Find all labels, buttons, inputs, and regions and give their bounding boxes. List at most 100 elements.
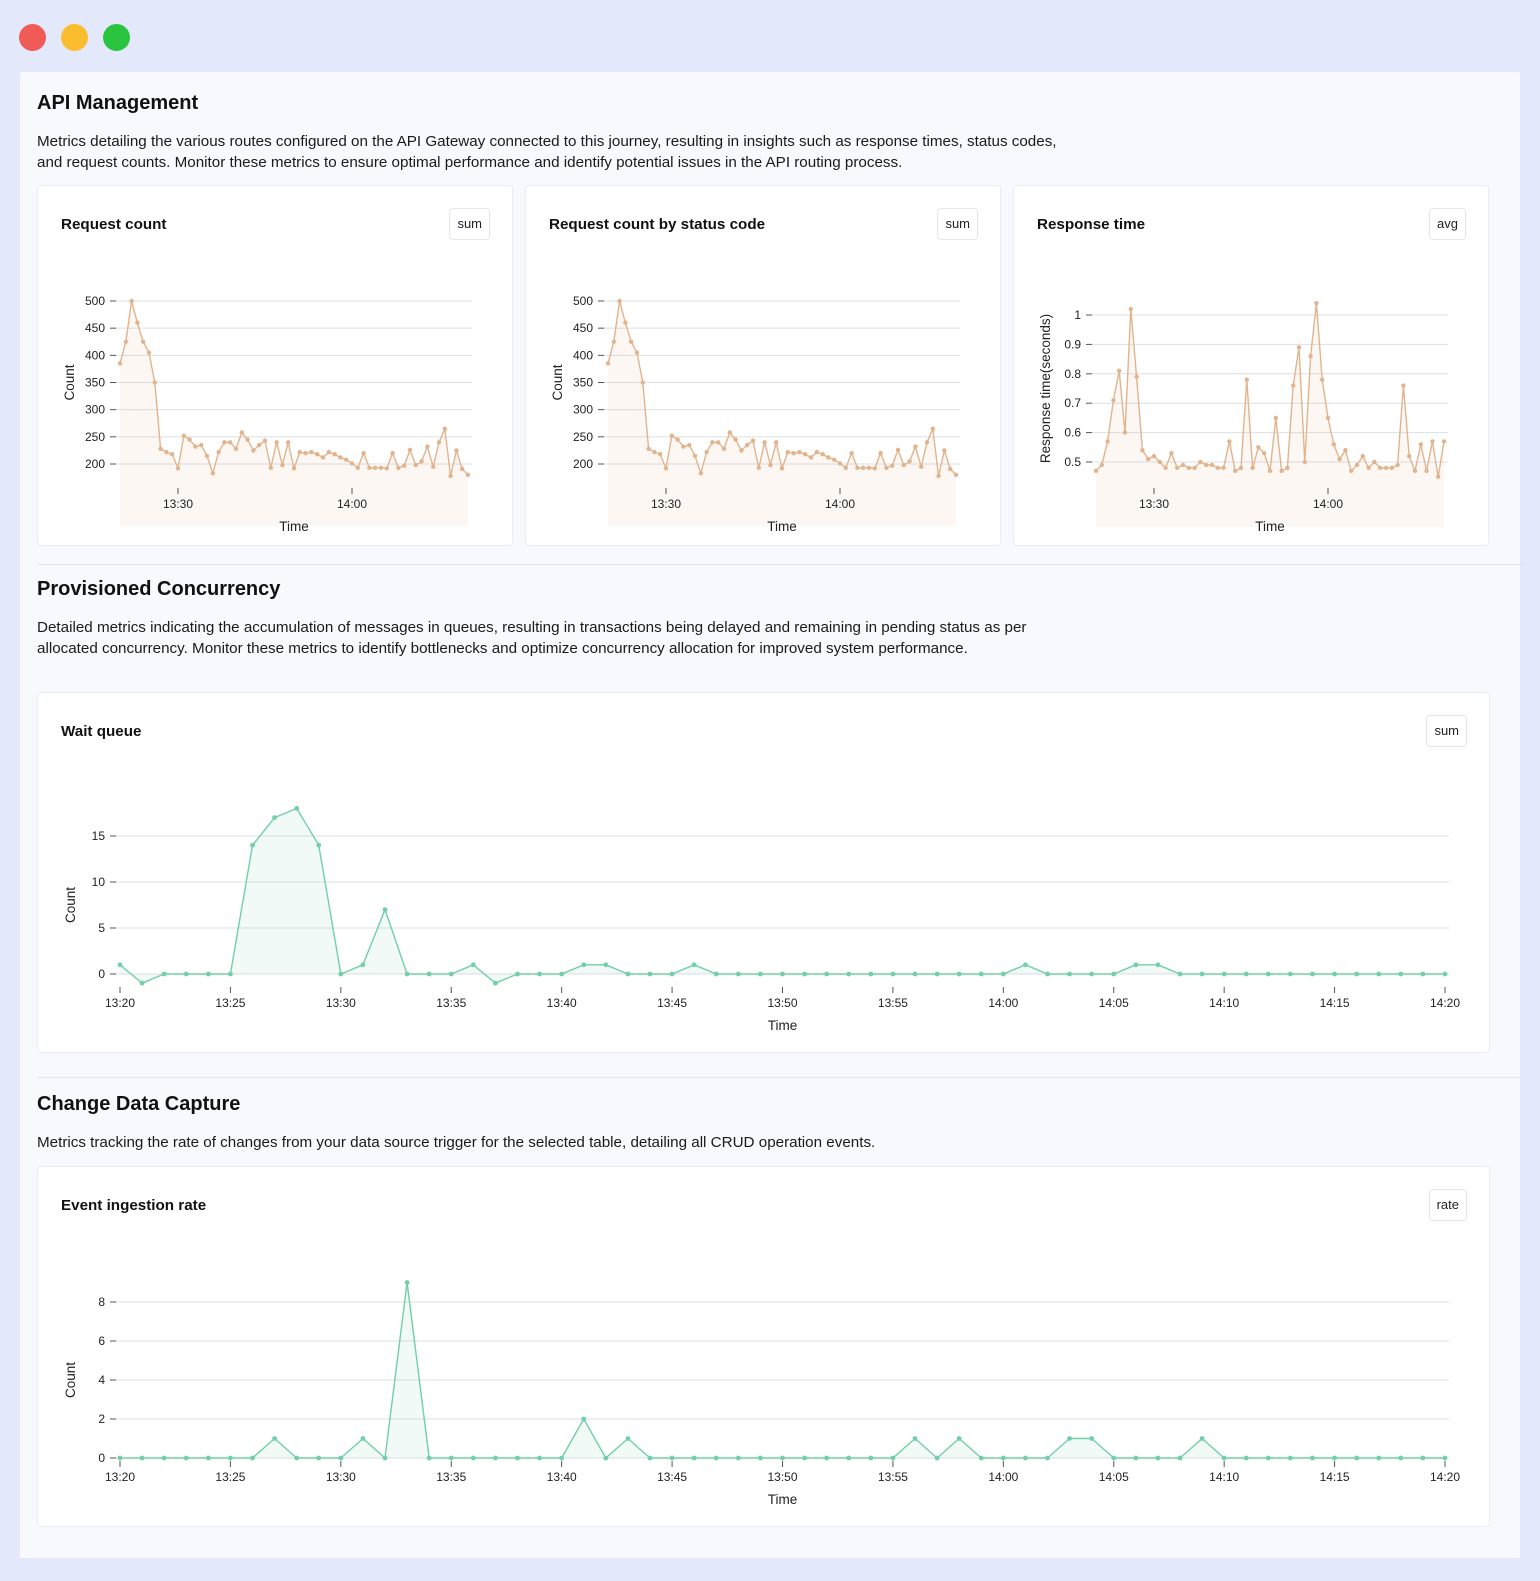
data-point — [205, 971, 211, 977]
data-point — [419, 459, 424, 464]
data-point — [1209, 462, 1215, 468]
request-count-card: Request count sum 200 250 300 350 400 450 500 1… — [37, 185, 513, 546]
y-axis-title: Count — [63, 1362, 78, 1398]
data-point — [280, 462, 285, 468]
data-point — [187, 437, 192, 442]
data-point — [367, 465, 372, 471]
data-point — [727, 430, 732, 435]
data-point — [1436, 474, 1441, 479]
x-tick-label: 13:25 — [215, 996, 245, 1010]
request-count-aggregation-button[interactable]: sum — [449, 208, 490, 240]
data-point — [431, 464, 436, 469]
change-data-capture-description: Metrics tracking the rate of changes fro… — [37, 1134, 876, 1151]
x-axis-title: Time — [279, 519, 309, 534]
series-line — [120, 1281, 1445, 1459]
data-point — [1192, 465, 1197, 471]
data-point — [814, 449, 819, 455]
x-tick-label: 13:55 — [878, 996, 908, 1010]
data-point — [559, 1455, 565, 1461]
data-point — [233, 446, 239, 451]
data-point — [956, 971, 962, 977]
data-point — [360, 1436, 366, 1441]
data-point — [1420, 1455, 1426, 1461]
data-point — [442, 426, 447, 431]
wait-queue-aggregation-button[interactable]: sum — [1426, 715, 1467, 747]
data-point — [843, 465, 848, 471]
data-point — [129, 298, 134, 304]
status-code-chart: 200 250 300 350 400 450 500 13:30 14:00 Time Count — [550, 294, 960, 534]
x-tick-label: 13:30 — [326, 996, 356, 1010]
data-point — [146, 350, 152, 355]
data-point — [1320, 377, 1325, 382]
data-point — [1045, 1455, 1050, 1461]
data-point — [425, 444, 430, 449]
data-point — [625, 1436, 631, 1441]
data-point — [872, 466, 877, 471]
data-point — [1310, 1455, 1315, 1461]
data-point — [1401, 383, 1406, 388]
data-point — [890, 463, 895, 468]
data-point — [1233, 468, 1238, 474]
data-point — [605, 361, 611, 366]
data-point — [1089, 971, 1095, 977]
data-point — [1296, 345, 1302, 350]
data-point — [846, 1455, 852, 1461]
data-point — [1441, 439, 1447, 444]
data-point — [332, 452, 337, 457]
data-point — [669, 1455, 675, 1461]
data-point — [426, 971, 432, 977]
x-tick-label: 13:25 — [215, 1470, 245, 1484]
data-point — [436, 440, 442, 445]
y-tick-label: 0 — [98, 1451, 105, 1465]
data-point — [675, 437, 680, 442]
close-window-button[interactable] — [19, 24, 46, 51]
data-point — [404, 971, 410, 977]
data-point — [890, 971, 896, 977]
data-point — [515, 971, 520, 977]
wait-queue-title: Wait queue — [61, 723, 142, 740]
data-point — [373, 465, 378, 471]
event-ingestion-aggregation-button[interactable]: rate — [1428, 1189, 1467, 1221]
data-point — [1221, 1455, 1227, 1461]
data-point — [1398, 1455, 1404, 1461]
status-code-aggregation-button[interactable]: sum — [937, 208, 978, 240]
data-point — [1395, 462, 1400, 468]
x-tick-label: 13:30 — [651, 497, 681, 511]
y-tick-label: 10 — [92, 875, 106, 889]
series-line — [119, 300, 469, 477]
data-point — [919, 464, 924, 469]
data-point — [250, 1455, 255, 1461]
wait-queue-chart: 0 5 10 15 13:20 13:25 13:30 13:35 13:40 13:45 13:5… — [63, 806, 1460, 1033]
data-point — [691, 1455, 697, 1461]
data-point — [1045, 971, 1050, 977]
data-point — [404, 1280, 410, 1285]
data-point — [739, 448, 744, 453]
data-point — [228, 971, 233, 977]
data-point — [1221, 465, 1226, 471]
y-tick-label: 4 — [98, 1373, 105, 1387]
data-point — [849, 450, 854, 456]
data-point — [1378, 465, 1383, 471]
x-tick-label: 14:10 — [1209, 996, 1239, 1010]
data-point — [1134, 374, 1139, 379]
response-time-aggregation-button[interactable]: avg — [1429, 208, 1466, 240]
x-tick-label: 13:35 — [436, 996, 466, 1010]
data-point — [262, 438, 268, 443]
data-point — [448, 971, 454, 977]
data-point — [320, 455, 326, 460]
data-point — [1117, 368, 1122, 374]
data-point — [1354, 971, 1360, 977]
y-tick-label: 400 — [85, 348, 105, 362]
data-point — [205, 1455, 211, 1461]
x-tick-label: 13:30 — [326, 1470, 356, 1484]
data-point — [117, 962, 123, 968]
minimize-window-button[interactable] — [61, 24, 88, 51]
x-tick-label: 13:30 — [163, 497, 193, 511]
request-count-title: Request count — [61, 216, 167, 233]
data-point — [1291, 383, 1296, 388]
data-point — [515, 1455, 520, 1461]
series-area — [1096, 303, 1444, 527]
data-point — [164, 449, 169, 455]
maximize-window-button[interactable] — [103, 24, 130, 51]
data-point — [978, 971, 984, 977]
